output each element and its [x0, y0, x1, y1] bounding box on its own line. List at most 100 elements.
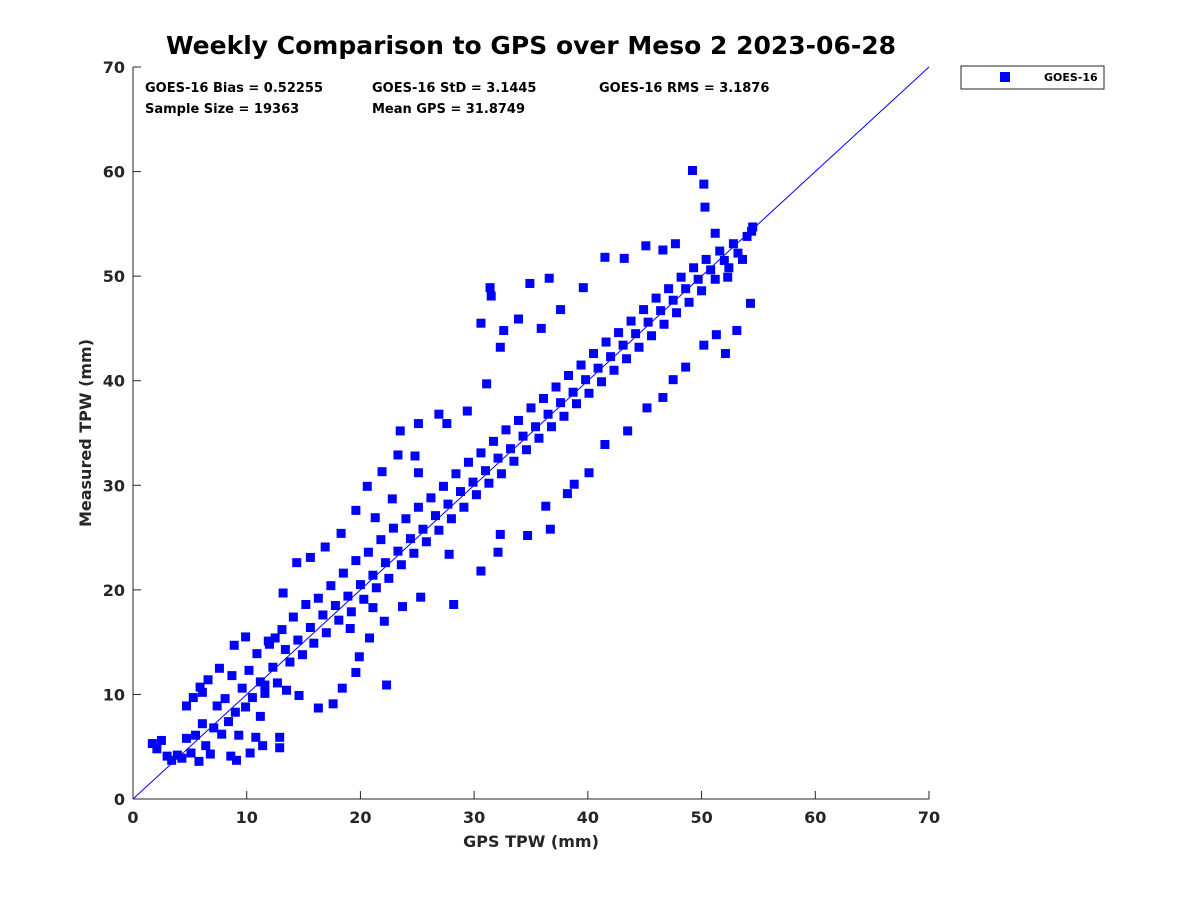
data-point [203, 675, 213, 685]
data-point [493, 453, 503, 463]
x-tick-label: 60 [804, 808, 826, 827]
data-point [194, 756, 204, 766]
data-point [531, 422, 541, 432]
data-point [413, 468, 423, 478]
data-point [659, 319, 669, 329]
legend: GOES-16 [960, 65, 1105, 90]
data-point [294, 690, 304, 700]
data-point [365, 633, 375, 643]
data-point [209, 723, 219, 733]
data-point [513, 314, 523, 324]
plot-area [132, 66, 930, 800]
data-point [270, 633, 280, 643]
data-point [401, 514, 411, 524]
data-point [197, 719, 207, 729]
data-point [405, 534, 415, 544]
data-point [263, 636, 273, 646]
data-point [728, 239, 738, 249]
data-point [152, 744, 162, 754]
data-point [521, 445, 531, 455]
data-point [413, 419, 423, 429]
data-point [268, 662, 278, 672]
data-point [676, 272, 686, 282]
data-point [388, 523, 398, 533]
data-point [231, 755, 241, 765]
data-point [201, 741, 211, 751]
data-point [241, 702, 251, 712]
data-point [278, 588, 288, 598]
data-point [525, 278, 535, 288]
data-point [446, 514, 456, 524]
reference-line-1-to-1 [132, 66, 930, 800]
data-point [156, 735, 166, 745]
data-point [656, 306, 666, 316]
data-point [499, 326, 509, 336]
data-point [642, 403, 652, 413]
data-point [664, 284, 674, 294]
data-point [509, 456, 519, 466]
data-point [191, 730, 201, 740]
data-point [234, 730, 244, 740]
data-point [681, 362, 691, 372]
data-point [345, 624, 355, 634]
data-point [488, 436, 498, 446]
data-point [449, 599, 459, 609]
data-point [351, 505, 361, 515]
data-point [476, 318, 486, 328]
data-point [410, 451, 420, 461]
y-tick-label: 50 [103, 267, 125, 286]
data-point [733, 248, 743, 258]
data-point [534, 433, 544, 443]
data-point [438, 481, 448, 491]
data-point [387, 494, 397, 504]
x-tick-label: 30 [463, 808, 485, 827]
data-point [699, 340, 709, 350]
stat-std: GOES-16 StD = 3.1445 [372, 81, 536, 96]
data-point [738, 254, 748, 264]
data-point [359, 594, 369, 604]
data-point [569, 479, 579, 489]
data-point [551, 382, 561, 392]
data-point [293, 635, 303, 645]
data-point [706, 265, 716, 275]
chart-title: Weekly Comparison to GPS over Meso 2 202… [166, 31, 896, 60]
data-point [486, 291, 496, 301]
data-point [371, 583, 381, 593]
stat-sample-size: Sample Size = 19363 [145, 102, 299, 117]
data-point [430, 511, 440, 521]
data-point [162, 751, 172, 761]
data-point [346, 607, 356, 617]
data-point [227, 671, 237, 681]
data-point [247, 693, 257, 703]
data-point [711, 330, 721, 340]
data-point [354, 652, 364, 662]
data-point [426, 493, 436, 503]
data-point [501, 425, 511, 435]
data-point [687, 166, 697, 176]
data-point [462, 406, 472, 416]
stat-rms: GOES-16 RMS = 3.1876 [599, 81, 769, 96]
data-point [181, 701, 191, 711]
data-point [167, 755, 177, 765]
data-point [564, 370, 574, 380]
data-point [224, 717, 234, 727]
data-point [418, 524, 428, 534]
data-point [382, 680, 392, 690]
data-point [205, 749, 215, 759]
data-point [282, 685, 292, 695]
data-point [288, 612, 298, 622]
data-point [562, 489, 572, 499]
data-point [710, 228, 720, 238]
data-point [188, 693, 198, 703]
data-point [337, 683, 347, 693]
data-point [409, 548, 419, 558]
data-point [724, 263, 734, 273]
data-point [732, 326, 742, 336]
x-tick-label: 10 [236, 808, 258, 827]
data-point [368, 603, 378, 613]
y-ticks: 0 10 20 30 40 50 60 70 [103, 58, 141, 809]
data-point [568, 387, 578, 397]
data-point [368, 570, 378, 580]
data-point [481, 466, 491, 476]
